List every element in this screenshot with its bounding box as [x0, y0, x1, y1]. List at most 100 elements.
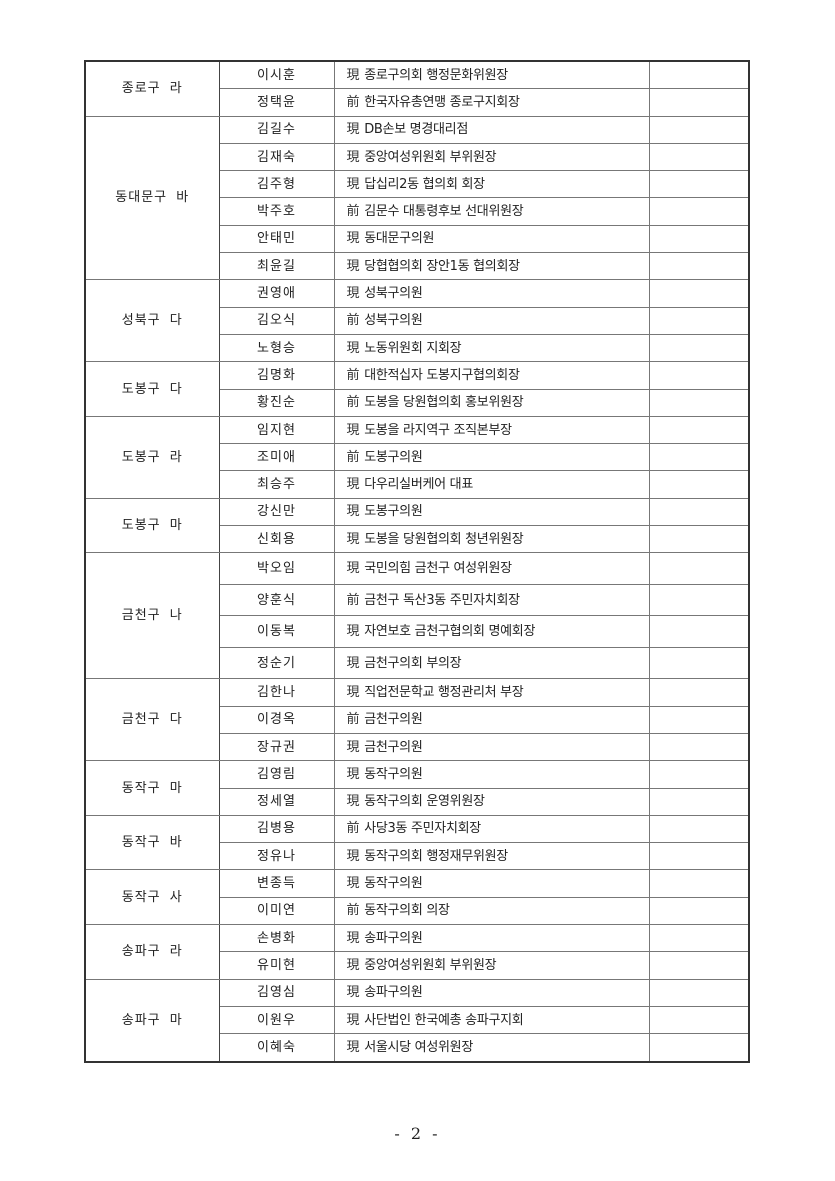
- name-cell: 김명화: [218, 361, 335, 390]
- empty-cell: [648, 678, 750, 707]
- candidate-table: 종로구 라 이시훈 現 종로구의회 행정문화위원장 정택윤 前 한국자유총연맹 종로구지회장…: [84, 60, 750, 1063]
- district-cell: 동대문구 바: [84, 115, 220, 281]
- career-text: 도봉을 라지역구 조직본부장: [364, 422, 512, 438]
- name-cell: 임지현: [218, 415, 335, 445]
- career-text: 도봉을 당원협의회 청년위원장: [364, 531, 524, 547]
- career-status-prefix: 現: [346, 985, 360, 1001]
- table-row: 동작구 사 변종득 現 동작구의원: [84, 869, 750, 926]
- career-cell: 前 금천구의원: [333, 705, 650, 734]
- career-status-prefix: 現: [346, 848, 360, 864]
- table-row: 노형승 現 노동위원회 지회장: [85, 333, 750, 363]
- career-cell: 現 사단법인 한국예총 송파구지회: [333, 1005, 650, 1035]
- career-status-prefix: 現: [346, 624, 360, 640]
- career-text: 당협협의회 장안1동 협의회장: [364, 258, 520, 274]
- district-cell: 도봉구 다: [84, 361, 220, 417]
- table-row: 이원우 現 사단법인 한국예총 송파구지회: [85, 1005, 750, 1035]
- name-cell: 이미연: [218, 896, 335, 926]
- name-cell: 신회용: [218, 525, 335, 554]
- empty-cell: [648, 552, 750, 585]
- career-cell: 現 직업전문학교 행정관리처 부장: [333, 678, 650, 707]
- career-status-prefix: 現: [346, 930, 360, 946]
- career-status-prefix: 現: [346, 422, 360, 438]
- career-status-prefix: 現: [346, 67, 360, 83]
- career-cell: 前 김문수 대통령후보 선대위원장: [333, 197, 650, 226]
- table-row: 신회용 現 도봉을 당원협의회 청년위원장: [85, 525, 750, 554]
- district-cell: 금천구 나: [84, 552, 220, 680]
- career-text: 도봉을 당원협의회 홍보위원장: [364, 395, 524, 411]
- career-status-prefix: 前: [346, 94, 360, 110]
- empty-cell: [648, 142, 750, 172]
- empty-cell: [648, 583, 750, 617]
- career-cell: 現 금천구의회 부의장: [333, 646, 650, 680]
- name-cell: 김한나: [218, 678, 335, 707]
- career-text: 국민의힘 금천구 여성위원장: [364, 561, 512, 577]
- table-row: 최윤길 現 당협협의회 장안1동 협의회장: [85, 252, 750, 281]
- empty-cell: [648, 760, 750, 789]
- empty-cell: [648, 951, 750, 980]
- career-cell: 現 동작구의원: [333, 760, 650, 789]
- career-text: 도봉구의원: [364, 449, 423, 465]
- career-cell: 現 도봉구의원: [333, 497, 650, 527]
- empty-cell: [648, 497, 750, 527]
- career-cell: 現 송파구의원: [333, 924, 650, 953]
- career-text: 송파구의원: [364, 930, 423, 946]
- district-cell: 도봉구 마: [84, 497, 220, 554]
- career-text: 금천구 독산3동 주민자치회장: [364, 592, 520, 608]
- career-cell: 現 동작구의원: [333, 869, 650, 898]
- name-cell: 이경옥: [218, 705, 335, 734]
- name-cell: 이혜숙: [218, 1033, 335, 1062]
- career-cell: 前 금천구 독산3동 주민자치회장: [333, 583, 650, 617]
- name-cell: 손병화: [218, 924, 335, 953]
- career-cell: 現 성북구의원: [333, 279, 650, 308]
- career-status-prefix: 現: [346, 957, 360, 973]
- empty-cell: [648, 306, 750, 335]
- career-text: 동작구의회 운영위원장: [364, 794, 485, 810]
- empty-cell: [648, 787, 750, 816]
- table-row: 조미애 前 도봉구의원: [85, 443, 750, 472]
- career-text: 대한적십자 도봉지구협의회장: [364, 367, 520, 383]
- empty-cell: [648, 170, 750, 199]
- name-cell: 김영림: [218, 760, 335, 789]
- career-cell: 現 답십리2동 협의회 회장: [333, 170, 650, 199]
- name-cell: 안태민: [218, 224, 335, 254]
- empty-cell: [648, 252, 750, 281]
- empty-cell: [648, 443, 750, 472]
- table-row: 황진순 前 도봉을 당원협의회 홍보위원장: [85, 388, 750, 417]
- career-status-prefix: 現: [346, 477, 360, 493]
- district-cell: 성북구 다: [84, 279, 220, 363]
- career-cell: 前 성북구의원: [333, 306, 650, 335]
- name-cell: 이시훈: [218, 60, 335, 90]
- table-row: 김재숙 現 중앙여성위원회 부위원장: [85, 142, 750, 172]
- career-cell: 現 국민의힘 금천구 여성위원장: [333, 552, 650, 585]
- career-text: 동작구의회 의장: [364, 903, 450, 919]
- name-cell: 장규권: [218, 732, 335, 762]
- empty-cell: [648, 415, 750, 445]
- career-cell: 前 도봉을 당원협의회 홍보위원장: [333, 388, 650, 417]
- empty-cell: [648, 615, 750, 648]
- career-status-prefix: 現: [346, 149, 360, 165]
- empty-cell: [648, 279, 750, 308]
- table-row: 송파구 마 김영심 現 송파구의원: [84, 978, 750, 1063]
- empty-cell: [648, 197, 750, 226]
- career-status-prefix: 前: [346, 313, 360, 329]
- name-cell: 이동복: [218, 615, 335, 648]
- career-text: 답십리2동 협의회 회장: [364, 176, 485, 192]
- empty-cell: [648, 924, 750, 953]
- name-cell: 박주호: [218, 197, 335, 226]
- empty-cell: [648, 869, 750, 898]
- name-cell: 정세열: [218, 787, 335, 816]
- empty-cell: [648, 224, 750, 254]
- career-cell: 前 사당3동 주민자치회장: [333, 814, 650, 844]
- empty-cell: [648, 705, 750, 734]
- career-text: 중앙여성위원회 부위원장: [364, 149, 497, 165]
- table-row: 송파구 라 손병화 現 송파구의원: [84, 924, 750, 980]
- career-cell: 現 동작구의회 행정재무위원장: [333, 842, 650, 871]
- name-cell: 양훈식: [218, 583, 335, 617]
- career-cell: 現 도봉을 당원협의회 청년위원장: [333, 525, 650, 554]
- career-status-prefix: 現: [346, 340, 360, 356]
- career-status-prefix: 現: [346, 258, 360, 274]
- table-row: 김오식 前 성북구의원: [85, 306, 750, 335]
- career-status-prefix: 前: [346, 395, 360, 411]
- career-status-prefix: 現: [346, 286, 360, 302]
- empty-cell: [648, 1005, 750, 1035]
